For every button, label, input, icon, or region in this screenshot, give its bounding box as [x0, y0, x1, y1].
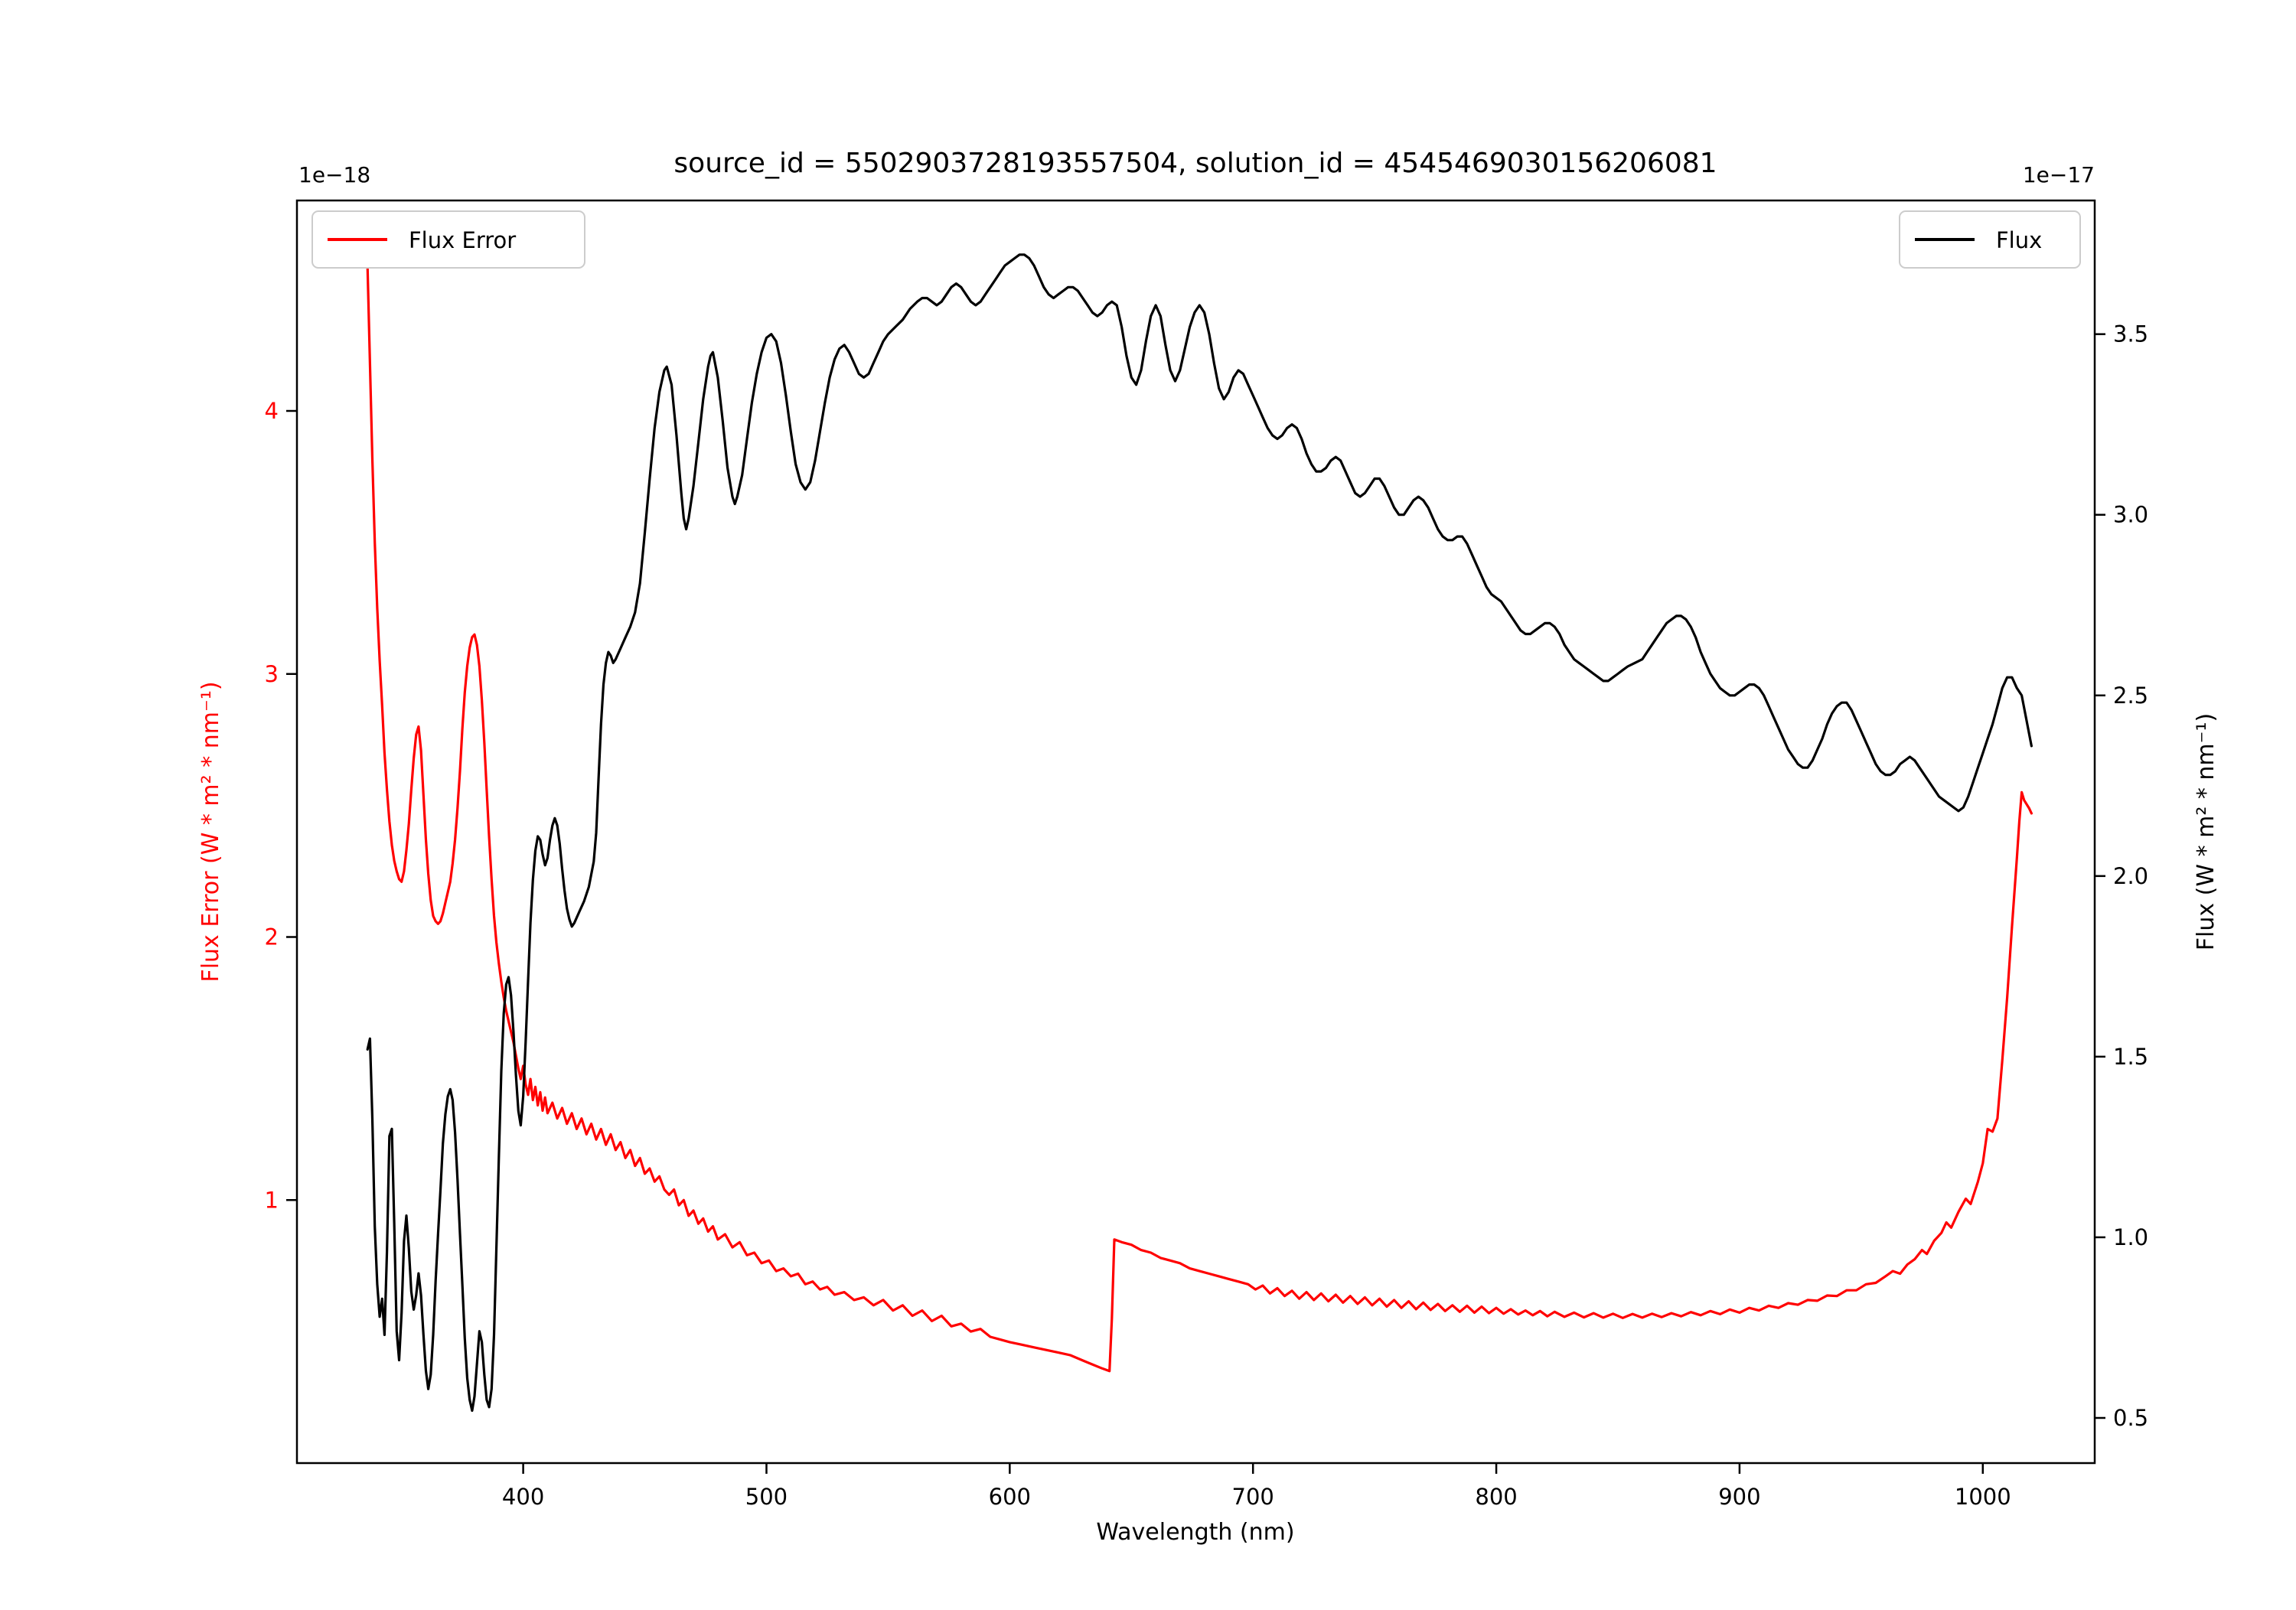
- right-y-tick-label: 3.5: [2113, 321, 2148, 347]
- series-layer: [366, 253, 2033, 1413]
- right-y-tick-label: 1.5: [2113, 1044, 2148, 1070]
- right-y-tick-label: 3.0: [2113, 502, 2148, 528]
- left-y-tick-label: 2: [265, 924, 279, 950]
- x-tick-label: 800: [1475, 1484, 1517, 1510]
- x-axis-label: Wavelength (nm): [1096, 1519, 1294, 1546]
- x-tick-label: 900: [1718, 1484, 1760, 1510]
- left-axis-offset: 1e−18: [298, 162, 370, 187]
- right-y-tick-label: 0.5: [2113, 1405, 2148, 1431]
- flux-legend-label: Flux: [1996, 227, 2042, 253]
- ticks-layer: 400 500 600 700 800 900 1000 1 2 3 4 0.5 1.0 1.5 2.0 2.…: [265, 321, 2149, 1510]
- left-axis-label: Flux Error (W * m² * nm⁻¹): [197, 681, 224, 982]
- series-flux: [366, 253, 2033, 1413]
- right-y-tick-label: 1.0: [2113, 1224, 2148, 1250]
- right-axis-offset: 1e−17: [2023, 162, 2095, 187]
- legend-box: [311, 210, 585, 269]
- x-tick-label: 500: [745, 1484, 788, 1510]
- left-y-tick-label: 1: [265, 1187, 279, 1213]
- flux-error-legend-label: Flux Error: [409, 227, 516, 253]
- series-flux-error: [366, 265, 2033, 1373]
- right-y-tick-label: 2.5: [2113, 683, 2148, 709]
- axes-spine: [295, 199, 2096, 1465]
- legend-box: [1899, 210, 2081, 269]
- x-tick-label: 700: [1232, 1484, 1274, 1510]
- right-axis-label: Flux (W * m² * nm⁻¹): [2193, 713, 2219, 950]
- right-y-tick-label: 2.0: [2113, 863, 2148, 889]
- left-y-tick-label: 4: [265, 398, 279, 424]
- legend-flux: Flux: [1899, 210, 2081, 269]
- x-tick-label: 400: [502, 1484, 544, 1510]
- left-y-tick-label: 3: [265, 661, 279, 687]
- x-tick-label: 600: [989, 1484, 1031, 1510]
- plot-title: source_id = 5502903728193557504, solutio…: [673, 148, 1717, 179]
- legend-flux-error: Flux Error: [311, 210, 585, 269]
- x-tick-label: 1000: [1955, 1484, 2011, 1510]
